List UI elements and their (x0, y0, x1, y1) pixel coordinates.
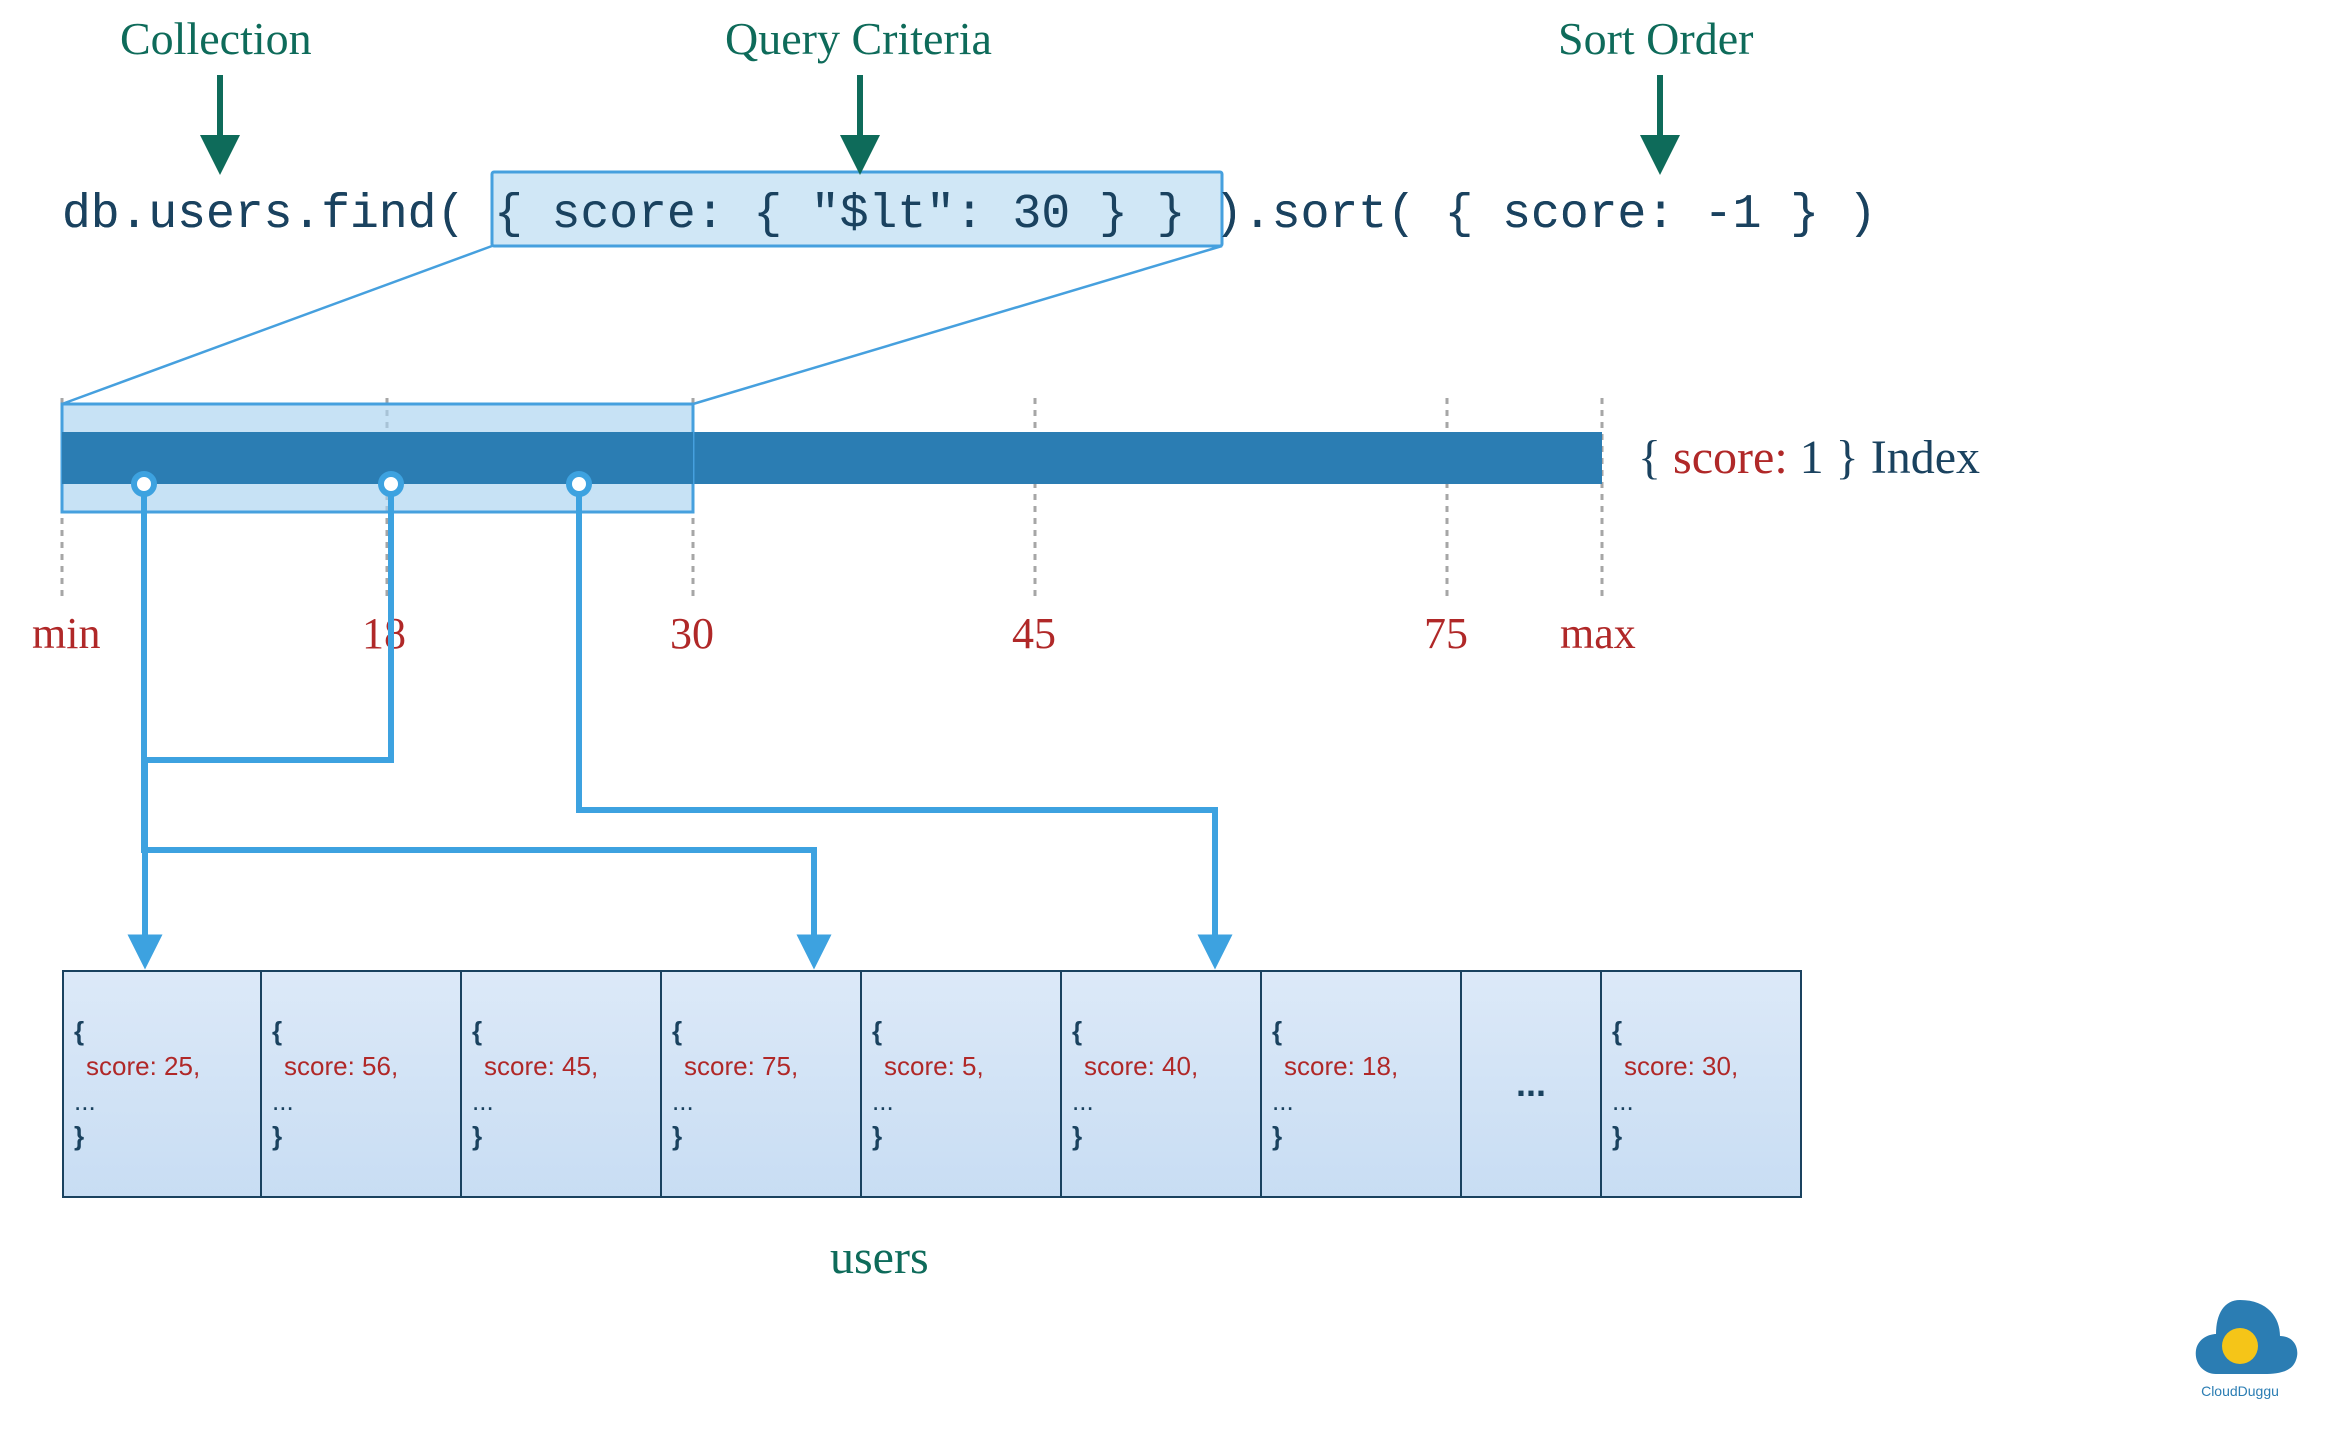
doc-content: {score: 75,...} (672, 1014, 798, 1154)
doc-cell: {score: 18,...} (1262, 970, 1462, 1198)
diagram-canvas: Collection Query Criteria Sort Order db.… (0, 0, 2342, 1431)
doc-cell: {score: 5,...} (862, 970, 1062, 1198)
doc-content: {score: 25,...} (74, 1014, 200, 1154)
svg-text:CloudDuggu: CloudDuggu (2201, 1383, 2279, 1399)
index-label-value: 1 } (1788, 431, 1871, 484)
tick-30: 30 (670, 608, 714, 659)
doc-content: {score: 56,...} (272, 1014, 398, 1154)
tick-75: 75 (1424, 608, 1468, 659)
label-collection: Collection (120, 12, 312, 65)
ellipsis-text: ... (1472, 1063, 1590, 1105)
tick-18: 18 (362, 608, 406, 659)
doc-cell: {score: 45,...} (462, 970, 662, 1198)
index-label-key: score: (1673, 431, 1788, 484)
doc-cell: {score: 30,...} (1602, 970, 1802, 1198)
doc-cell: {score: 56,...} (262, 970, 462, 1198)
doc-content: {score: 45,...} (472, 1014, 598, 1154)
tick-45: 45 (1012, 608, 1056, 659)
label-sort: Sort Order (1558, 12, 1753, 65)
documents-row: {score: 25,...} {score: 56,...} {score: 45… (62, 970, 1802, 1198)
doc-content: {score: 40,...} (1072, 1014, 1198, 1154)
doc-cell: {score: 40,...} (1062, 970, 1262, 1198)
doc-content: {score: 5,...} (872, 1014, 984, 1154)
query-code-overlay: db.users.find( { score: { "$lt": 30 } } … (62, 188, 1877, 242)
users-label: users (830, 1230, 929, 1285)
label-criteria: Query Criteria (725, 12, 992, 65)
tick-max: max (1560, 608, 1636, 659)
doc-ellipsis-cell: ... (1462, 970, 1602, 1198)
tick-min: min (32, 608, 100, 659)
index-label: { score: 1 } Index (1638, 430, 1980, 485)
doc-content: {score: 18,...} (1272, 1014, 1398, 1154)
doc-cell: {score: 25,...} (62, 970, 262, 1198)
index-label-suffix: Index (1871, 431, 1980, 484)
index-label-brace: { (1638, 431, 1673, 484)
doc-cell: {score: 75,...} (662, 970, 862, 1198)
doc-content: {score: 30,...} (1612, 1014, 1738, 1154)
